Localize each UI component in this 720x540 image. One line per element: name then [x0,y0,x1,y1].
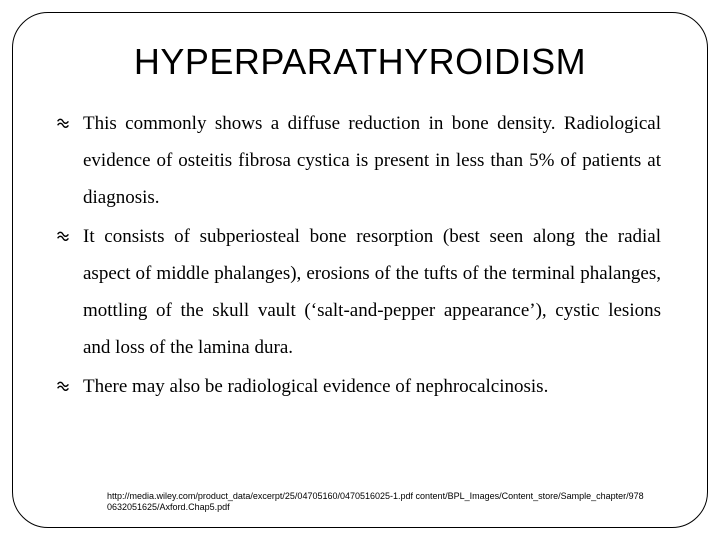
footer-source-link: http://media.wiley.com/product_data/exce… [107,491,647,513]
bullet-list: This commonly shows a diffuse reduction … [53,105,667,405]
slide-frame: HYPERPARATHYROIDISM This commonly shows … [12,12,708,528]
slide-title: HYPERPARATHYROIDISM [53,41,667,83]
list-item: There may also be radiological evidence … [55,368,661,405]
list-item: This commonly shows a diffuse reduction … [55,105,661,216]
list-item: It consists of subperiosteal bone resorp… [55,218,661,366]
